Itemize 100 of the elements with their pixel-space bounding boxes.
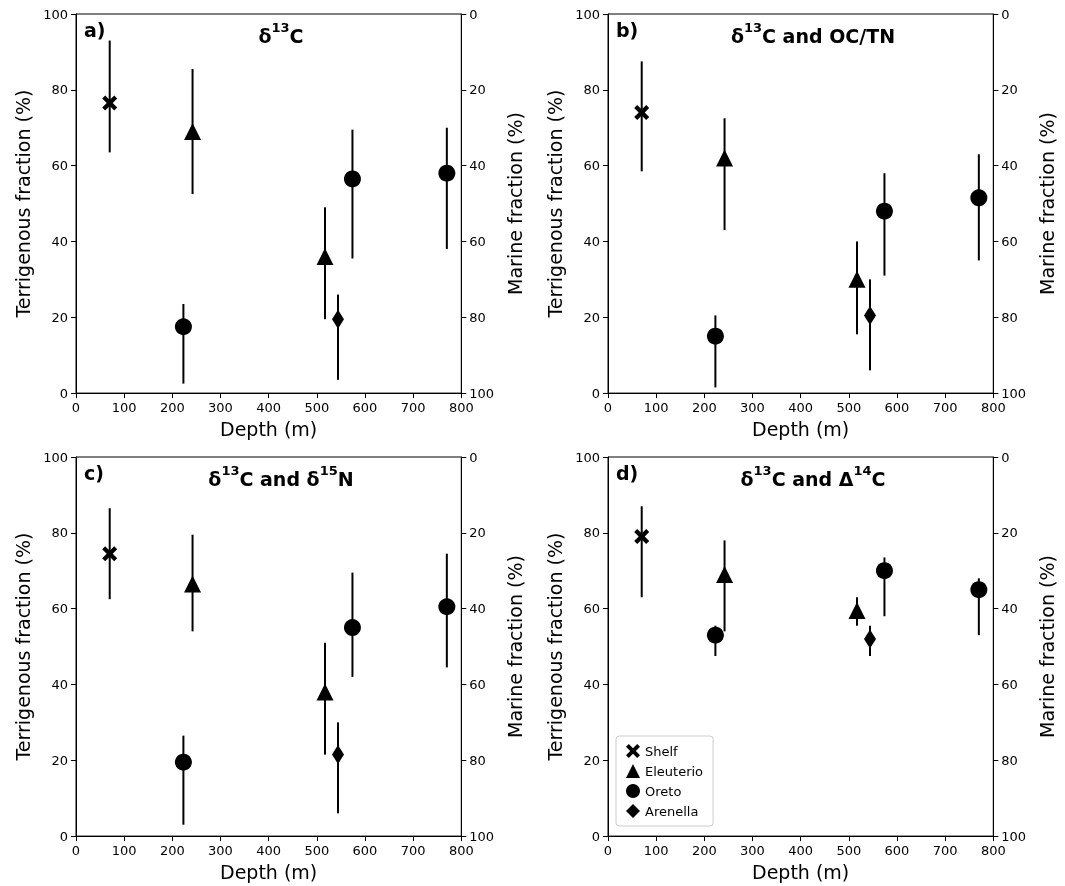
point xyxy=(875,202,893,220)
y2-axis-title: Marine fraction (%) xyxy=(503,112,526,295)
point xyxy=(184,123,202,141)
y2-tick-label: 40 xyxy=(469,158,486,174)
point xyxy=(184,575,202,593)
y-tick-label: 40 xyxy=(51,233,68,249)
x-tick-label: 300 xyxy=(208,843,233,859)
x-tick-label: 200 xyxy=(159,843,185,859)
point xyxy=(102,546,118,562)
y-tick-label: 100 xyxy=(43,6,68,22)
y2-tick-label: 20 xyxy=(1001,82,1018,98)
point xyxy=(970,189,988,207)
y-tick-label: 20 xyxy=(583,752,600,768)
x-tick-label: 800 xyxy=(448,843,474,859)
point xyxy=(438,164,456,182)
y-tick-label: 0 xyxy=(591,385,600,401)
x-tick-label: 200 xyxy=(691,843,717,859)
point xyxy=(716,149,734,167)
x-tick-label: 0 xyxy=(71,843,81,859)
y2-tick-label: 40 xyxy=(1001,158,1018,174)
point xyxy=(716,566,734,584)
annotation: c) xyxy=(84,461,104,484)
y2-tick-label: 60 xyxy=(1001,233,1018,249)
y-tick-label: 0 xyxy=(591,828,600,844)
y2-tick-label: 40 xyxy=(1001,601,1018,617)
point xyxy=(174,318,192,336)
legend-label: Eleuterio xyxy=(645,763,704,779)
x-tick-label: 0 xyxy=(71,400,81,416)
y-tick-label: 80 xyxy=(51,82,68,98)
y-tick-label: 0 xyxy=(59,385,68,401)
x-tick-label: 800 xyxy=(980,843,1006,859)
point xyxy=(316,248,334,266)
y2-tick-label: 100 xyxy=(469,385,495,401)
y-axis-title: Terrigenous fraction (%) xyxy=(11,89,34,319)
y-tick-label: 60 xyxy=(51,158,68,174)
x-tick-label: 700 xyxy=(932,843,958,859)
x-tick-label: 300 xyxy=(740,400,765,416)
x-tick-label: 300 xyxy=(740,843,765,859)
legend-label: Arenella xyxy=(645,803,699,819)
y2-tick-label: 80 xyxy=(469,309,486,325)
y2-tick-label: 20 xyxy=(469,525,486,541)
y2-axis-title: Marine fraction (%) xyxy=(1035,555,1058,738)
y2-tick-label: 0 xyxy=(1001,6,1010,22)
x-tick-label: 500 xyxy=(836,843,862,859)
x-tick-label: 0 xyxy=(603,400,613,416)
y2-tick-label: 80 xyxy=(1001,752,1018,768)
x-tick-label: 600 xyxy=(884,843,910,859)
x-tick-label: 100 xyxy=(643,400,669,416)
y-axis-title: Terrigenous fraction (%) xyxy=(543,89,566,319)
point xyxy=(174,753,192,771)
y-tick-label: 60 xyxy=(51,601,68,617)
y2-tick-label: 60 xyxy=(1001,676,1018,692)
y2-axis-title: Marine fraction (%) xyxy=(1035,112,1058,295)
y-axis-title: Terrigenous fraction (%) xyxy=(543,532,566,762)
y2-tick-label: 60 xyxy=(469,233,486,249)
point xyxy=(706,626,724,644)
y-tick-label: 60 xyxy=(583,158,600,174)
y2-tick-label: 100 xyxy=(1001,828,1027,844)
legend-label: Shelf xyxy=(645,743,679,759)
x-axis-title: Depth (m) xyxy=(752,860,850,883)
x-tick-label: 400 xyxy=(256,843,282,859)
y-tick-label: 100 xyxy=(575,6,600,22)
point xyxy=(970,581,988,599)
y2-tick-label: 20 xyxy=(1001,525,1018,541)
y-tick-label: 0 xyxy=(59,828,68,844)
x-tick-label: 300 xyxy=(208,400,233,416)
y-tick-label: 20 xyxy=(51,752,68,768)
x-tick-label: 100 xyxy=(111,843,137,859)
y2-tick-label: 20 xyxy=(469,82,486,98)
y-tick-label: 40 xyxy=(51,676,68,692)
y-tick-label: 100 xyxy=(575,449,600,465)
x-tick-label: 500 xyxy=(304,400,330,416)
x-tick-label: 600 xyxy=(352,400,378,416)
y2-tick-label: 80 xyxy=(1001,309,1018,325)
x-tick-label: 800 xyxy=(980,400,1006,416)
annotation: b) xyxy=(616,18,639,41)
y-tick-label: 40 xyxy=(583,233,600,249)
x-tick-label: 500 xyxy=(836,400,862,416)
x-axis-title: Depth (m) xyxy=(752,417,850,440)
y2-tick-label: 80 xyxy=(469,752,486,768)
y2-tick-label: 0 xyxy=(469,6,478,22)
y2-axis-title: Marine fraction (%) xyxy=(503,555,526,738)
x-axis-title: Depth (m) xyxy=(220,860,318,883)
y-tick-label: 40 xyxy=(583,676,600,692)
y2-tick-label: 0 xyxy=(469,449,478,465)
x-tick-label: 100 xyxy=(643,843,669,859)
x-tick-label: 800 xyxy=(448,400,474,416)
x-tick-label: 200 xyxy=(691,400,717,416)
y-tick-label: 20 xyxy=(51,309,68,325)
x-tick-label: 700 xyxy=(400,843,426,859)
x-tick-label: 0 xyxy=(603,843,613,859)
x-tick-label: 200 xyxy=(159,400,185,416)
point xyxy=(438,598,456,616)
annotation: d) xyxy=(616,461,639,484)
annotation: a) xyxy=(84,18,106,41)
y-axis-title: Terrigenous fraction (%) xyxy=(11,532,34,762)
y2-tick-label: 100 xyxy=(469,828,495,844)
y-tick-label: 80 xyxy=(51,525,68,541)
point xyxy=(343,619,361,637)
y-tick-label: 100 xyxy=(43,449,68,465)
